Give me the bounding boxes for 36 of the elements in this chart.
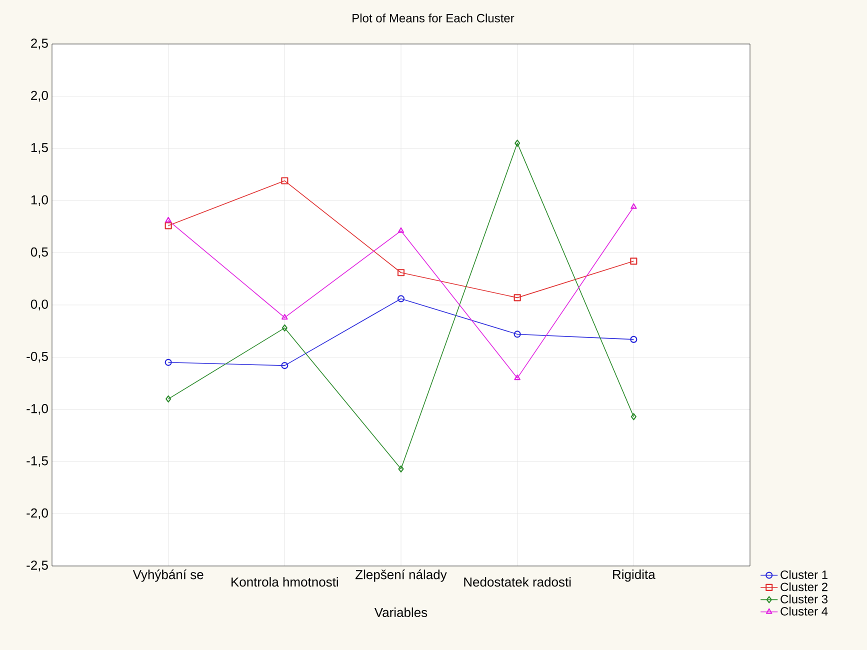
y-tick-label: -2,0	[26, 508, 48, 520]
y-tick-label: -2,5	[26, 560, 48, 572]
y-tick-label: 1,5	[31, 143, 48, 154]
point	[514, 374, 520, 380]
point	[514, 294, 521, 302]
x-tick-label: Vyhýbání se	[132, 570, 204, 582]
y-tick-label: 0,5	[30, 247, 48, 258]
y-tick-label: -1,0	[26, 404, 48, 415]
point	[630, 258, 638, 265]
point	[282, 314, 288, 320]
chart-title: Plot of Means for Each Cluster	[352, 14, 514, 22]
y-tick-label: -0,5	[26, 352, 48, 363]
y-tick-label: 1,0	[31, 195, 48, 206]
point	[281, 177, 288, 184]
y-tick-label: -1,5	[26, 456, 48, 467]
legend-label: Cluster 3	[780, 594, 828, 604]
y-tick-label: 0,0	[30, 300, 48, 310]
point	[164, 222, 172, 230]
legend-label: Cluster 4	[780, 606, 828, 616]
x-tick-label: Rigidita	[613, 570, 656, 582]
x-tick-label: Kontrola hmotnosti	[232, 577, 338, 587]
point	[398, 227, 404, 233]
point	[397, 269, 405, 276]
point	[282, 324, 288, 332]
point	[397, 295, 405, 302]
x-tick-label: Nedostatek radosti	[464, 577, 571, 587]
legend-label: Cluster 2	[780, 582, 828, 592]
y-tick-label: 2,0	[31, 90, 48, 102]
point	[514, 330, 521, 338]
point	[398, 465, 404, 472]
legend-label: Cluster 1	[780, 570, 828, 579]
point	[514, 140, 520, 147]
x-tick-label: Zlepšení nálady	[356, 570, 447, 582]
x-axis-title: Variables	[374, 608, 428, 618]
y-tick-label: 2,5	[31, 38, 48, 50]
point	[281, 362, 288, 370]
